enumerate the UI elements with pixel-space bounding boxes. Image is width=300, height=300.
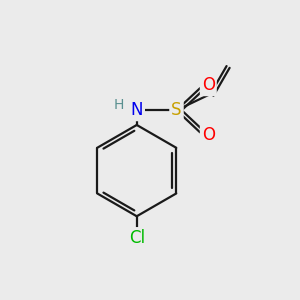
Text: O: O xyxy=(202,126,215,144)
Text: Cl: Cl xyxy=(129,229,145,247)
Text: O: O xyxy=(202,76,215,94)
Text: N: N xyxy=(130,101,143,119)
Text: H: H xyxy=(113,98,124,112)
Text: S: S xyxy=(171,101,182,119)
